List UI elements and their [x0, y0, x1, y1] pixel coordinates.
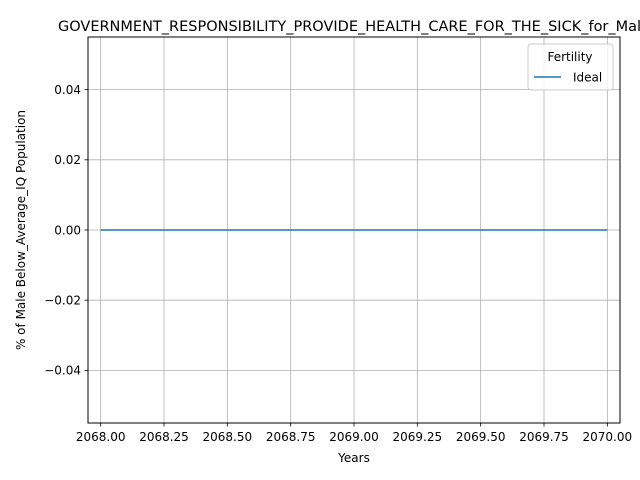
x-tick-label: 2068.50	[203, 430, 253, 444]
x-axis: 2068.00 2068.25 2068.50 2068.75 2069.00 2069.…	[76, 423, 632, 444]
y-tick-label: 0.00	[54, 223, 81, 237]
y-axis: 0.04 0.02 0.00 −0.02 −0.04	[44, 83, 88, 378]
y-tick-label: 0.04	[54, 83, 81, 97]
x-axis-label: Years	[337, 451, 370, 465]
x-tick-label: 2068.75	[266, 430, 316, 444]
x-tick-label: 2068.25	[139, 430, 189, 444]
chart-title: GOVERNMENT_RESPONSIBILITY_PROVIDE_HEALTH…	[58, 19, 640, 35]
y-tick-label: −0.02	[44, 293, 81, 307]
legend-title: Fertility	[547, 50, 592, 64]
legend: Fertility Ideal	[527, 43, 614, 91]
x-tick-label: 2069.00	[329, 430, 379, 444]
y-tick-label: −0.04	[44, 364, 81, 378]
x-tick-label: 2069.50	[456, 430, 506, 444]
x-tick-label: 2070.00	[583, 430, 633, 444]
legend-box	[527, 43, 614, 91]
legend-label-ideal: Ideal	[573, 71, 602, 85]
y-tick-label: 0.02	[54, 153, 81, 167]
x-tick-label: 2069.25	[393, 430, 443, 444]
y-axis-label: % of Male Below_Average_IQ Population	[14, 110, 28, 350]
x-tick-label: 2068.00	[76, 430, 126, 444]
x-tick-label: 2069.75	[519, 430, 569, 444]
